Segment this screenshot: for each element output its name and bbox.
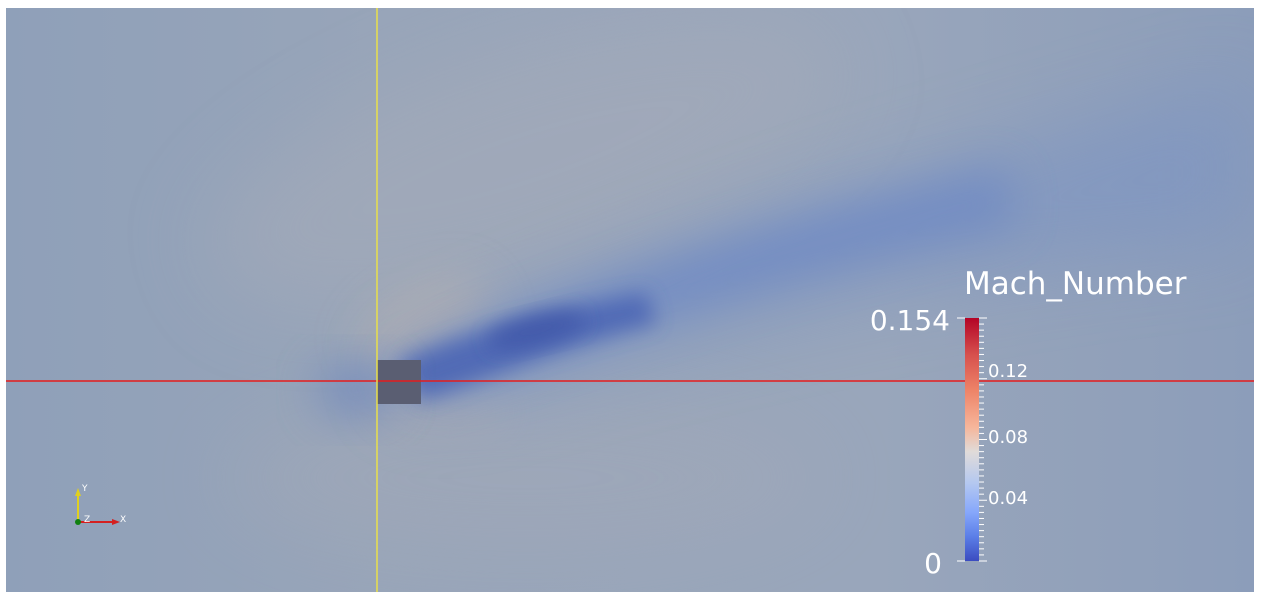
obstacle-block	[377, 360, 421, 404]
mach-number-field	[6, 8, 1254, 592]
axis-z-label: Z	[84, 515, 90, 525]
axis-x-label: X	[120, 515, 126, 525]
colorbar-tick-label: 0.04	[988, 488, 1029, 509]
colorbar[interactable]	[965, 318, 979, 561]
render-viewport[interactable]: Mach_Number 0.154 0.12 0.08 0.04 0 Y Z X	[6, 8, 1254, 592]
colorbar-title: Mach_Number	[964, 266, 1187, 302]
colorbar-min-label: 0	[924, 547, 942, 580]
orientation-axes-icon: Y Z X	[75, 484, 126, 525]
colorbar-ticks	[957, 317, 987, 562]
axis-y-label: Y	[81, 484, 88, 494]
colorbar-max-label: 0.154	[869, 304, 950, 337]
colorbar-tick-label: 0.08	[988, 427, 1029, 448]
colorbar-tick-label: 0.12	[988, 361, 1029, 382]
